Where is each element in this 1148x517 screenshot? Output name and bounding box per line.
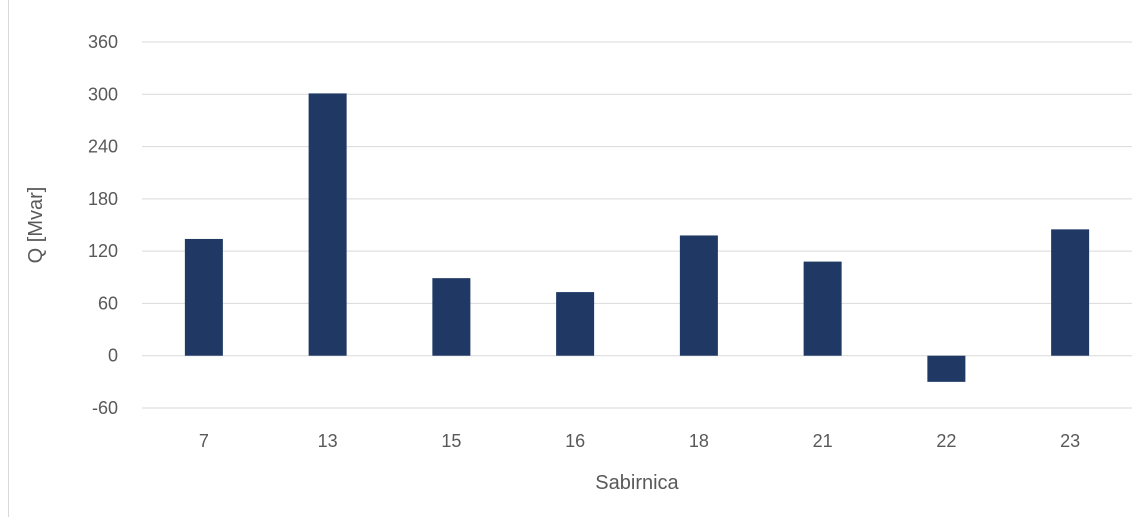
bar-16 [556, 292, 595, 356]
x-tick-labels: 7 13 15 16 18 21 22 23 [199, 431, 1080, 451]
x-tick-label: 23 [1060, 431, 1080, 451]
bar-13 [308, 93, 347, 356]
x-tick-label: 22 [936, 431, 956, 451]
x-tick-label: 13 [318, 431, 338, 451]
y-tick-label: 360 [88, 32, 118, 52]
y-axis-title: Q [Mvar] [25, 187, 47, 264]
bar-22 [927, 355, 966, 382]
x-axis-title: Sabirnica [595, 472, 679, 494]
y-tick-label: 180 [88, 189, 118, 209]
y-tick-label: -60 [92, 398, 118, 418]
bars [184, 93, 1090, 382]
x-tick-label: 18 [689, 431, 709, 451]
y-tick-label: 120 [88, 241, 118, 261]
x-tick-label: 15 [441, 431, 461, 451]
y-tick-label: 60 [98, 293, 118, 313]
y-tick-label: 0 [108, 346, 118, 366]
bar-23 [1051, 229, 1090, 356]
bar-18 [679, 235, 718, 356]
x-tick-label: 7 [199, 431, 209, 451]
bar-21 [803, 261, 842, 356]
gridlines [142, 41, 1132, 409]
y-tick-label: 300 [88, 84, 118, 104]
bar-15 [432, 278, 471, 356]
bar-7 [184, 238, 223, 356]
chart-frame-border [8, 0, 9, 517]
y-tick-labels: -60 0 60 120 180 240 300 360 [88, 32, 118, 418]
x-tick-label: 16 [565, 431, 585, 451]
x-tick-label: 21 [813, 431, 833, 451]
y-tick-label: 240 [88, 137, 118, 157]
